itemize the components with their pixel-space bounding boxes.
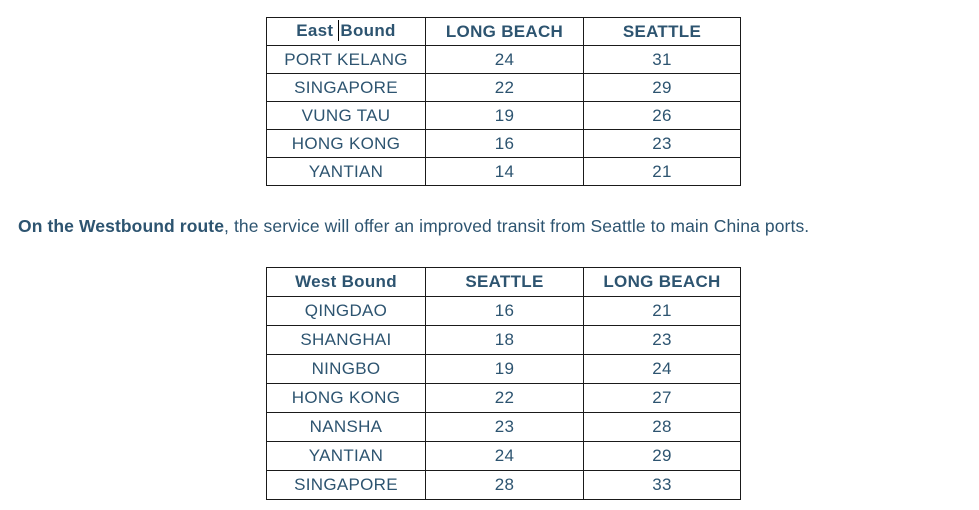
transit-days-cell[interactable]: 21 <box>583 296 741 326</box>
transit-days-cell[interactable]: 16 <box>425 129 584 158</box>
eastbound-title-word-2: Bound <box>340 20 396 40</box>
transit-days-cell[interactable]: 24 <box>425 441 584 471</box>
westbound-title-cell[interactable]: West Bound <box>266 267 426 297</box>
port-cell[interactable]: PORT KELANG <box>266 45 426 74</box>
westbound-table: West Bound SEATTLE LONG BEACH QINGDAO 16… <box>266 267 741 500</box>
eastbound-table: East Bound LONG BEACH SEATTLE PORT KELANG… <box>266 17 741 186</box>
transit-days-cell[interactable]: 23 <box>425 412 584 442</box>
transit-days-cell[interactable]: 33 <box>583 470 741 500</box>
table-row: SINGAPORE 22 29 <box>266 73 741 102</box>
table-row: YANTIAN 24 29 <box>266 441 741 471</box>
port-cell[interactable]: SHANGHAI <box>266 325 426 355</box>
table-row: NANSHA 23 28 <box>266 412 741 442</box>
table-row: SHANGHAI 18 23 <box>266 325 741 355</box>
table-row: QINGDAO 16 21 <box>266 296 741 326</box>
table-row: HONG KONG 16 23 <box>266 129 741 158</box>
transit-days-cell[interactable]: 28 <box>583 412 741 442</box>
transit-days-cell[interactable]: 22 <box>425 73 584 102</box>
transit-days-cell[interactable]: 18 <box>425 325 584 355</box>
table-row: YANTIAN 14 21 <box>266 157 741 186</box>
westbound-col-header-seattle[interactable]: SEATTLE <box>425 267 584 297</box>
transit-days-cell[interactable]: 24 <box>425 45 584 74</box>
table-row: VUNG TAU 19 26 <box>266 101 741 130</box>
table-row: HONG KONG 22 27 <box>266 383 741 413</box>
port-cell[interactable]: NANSHA <box>266 412 426 442</box>
transit-days-cell[interactable]: 21 <box>583 157 741 186</box>
eastbound-col-header-seattle[interactable]: SEATTLE <box>583 17 741 46</box>
port-cell[interactable]: VUNG TAU <box>266 101 426 130</box>
port-cell[interactable]: SINGAPORE <box>266 73 426 102</box>
westbound-header-row: West Bound SEATTLE LONG BEACH <box>266 267 741 297</box>
transit-days-cell[interactable]: 27 <box>583 383 741 413</box>
port-cell[interactable]: YANTIAN <box>266 157 426 186</box>
table-row: PORT KELANG 24 31 <box>266 45 741 74</box>
transit-days-cell[interactable]: 14 <box>425 157 584 186</box>
transit-days-cell[interactable]: 29 <box>583 441 741 471</box>
port-cell[interactable]: NINGBO <box>266 354 426 384</box>
port-cell[interactable]: HONG KONG <box>266 383 426 413</box>
port-cell[interactable]: QINGDAO <box>266 296 426 326</box>
transit-days-cell[interactable]: 24 <box>583 354 741 384</box>
text-cursor <box>338 20 340 41</box>
transit-days-cell[interactable]: 28 <box>425 470 584 500</box>
paragraph-bold-lead: On the Westbound route <box>18 216 225 236</box>
westbound-intro-paragraph[interactable]: On the Westbound route, the service will… <box>18 213 958 239</box>
transit-days-cell[interactable]: 29 <box>583 73 741 102</box>
port-cell[interactable]: HONG KONG <box>266 129 426 158</box>
table-row: NINGBO 19 24 <box>266 354 741 384</box>
westbound-col-header-long-beach[interactable]: LONG BEACH <box>583 267 741 297</box>
transit-days-cell[interactable]: 23 <box>583 325 741 355</box>
eastbound-col-header-long-beach[interactable]: LONG BEACH <box>425 17 584 46</box>
transit-days-cell[interactable]: 19 <box>425 101 584 130</box>
transit-days-cell[interactable]: 19 <box>425 354 584 384</box>
eastbound-title-cell[interactable]: East Bound <box>266 17 426 46</box>
table-row: SINGAPORE 28 33 <box>266 470 741 500</box>
transit-days-cell[interactable]: 22 <box>425 383 584 413</box>
transit-days-cell[interactable]: 31 <box>583 45 741 74</box>
port-cell[interactable]: YANTIAN <box>266 441 426 471</box>
eastbound-title-word-1: East <box>296 20 334 40</box>
port-cell[interactable]: SINGAPORE <box>266 470 426 500</box>
eastbound-header-row: East Bound LONG BEACH SEATTLE <box>266 17 741 46</box>
transit-days-cell[interactable]: 16 <box>425 296 584 326</box>
transit-days-cell[interactable]: 26 <box>583 101 741 130</box>
paragraph-regular-text: , the service will offer an improved tra… <box>224 216 810 236</box>
transit-days-cell[interactable]: 23 <box>583 129 741 158</box>
